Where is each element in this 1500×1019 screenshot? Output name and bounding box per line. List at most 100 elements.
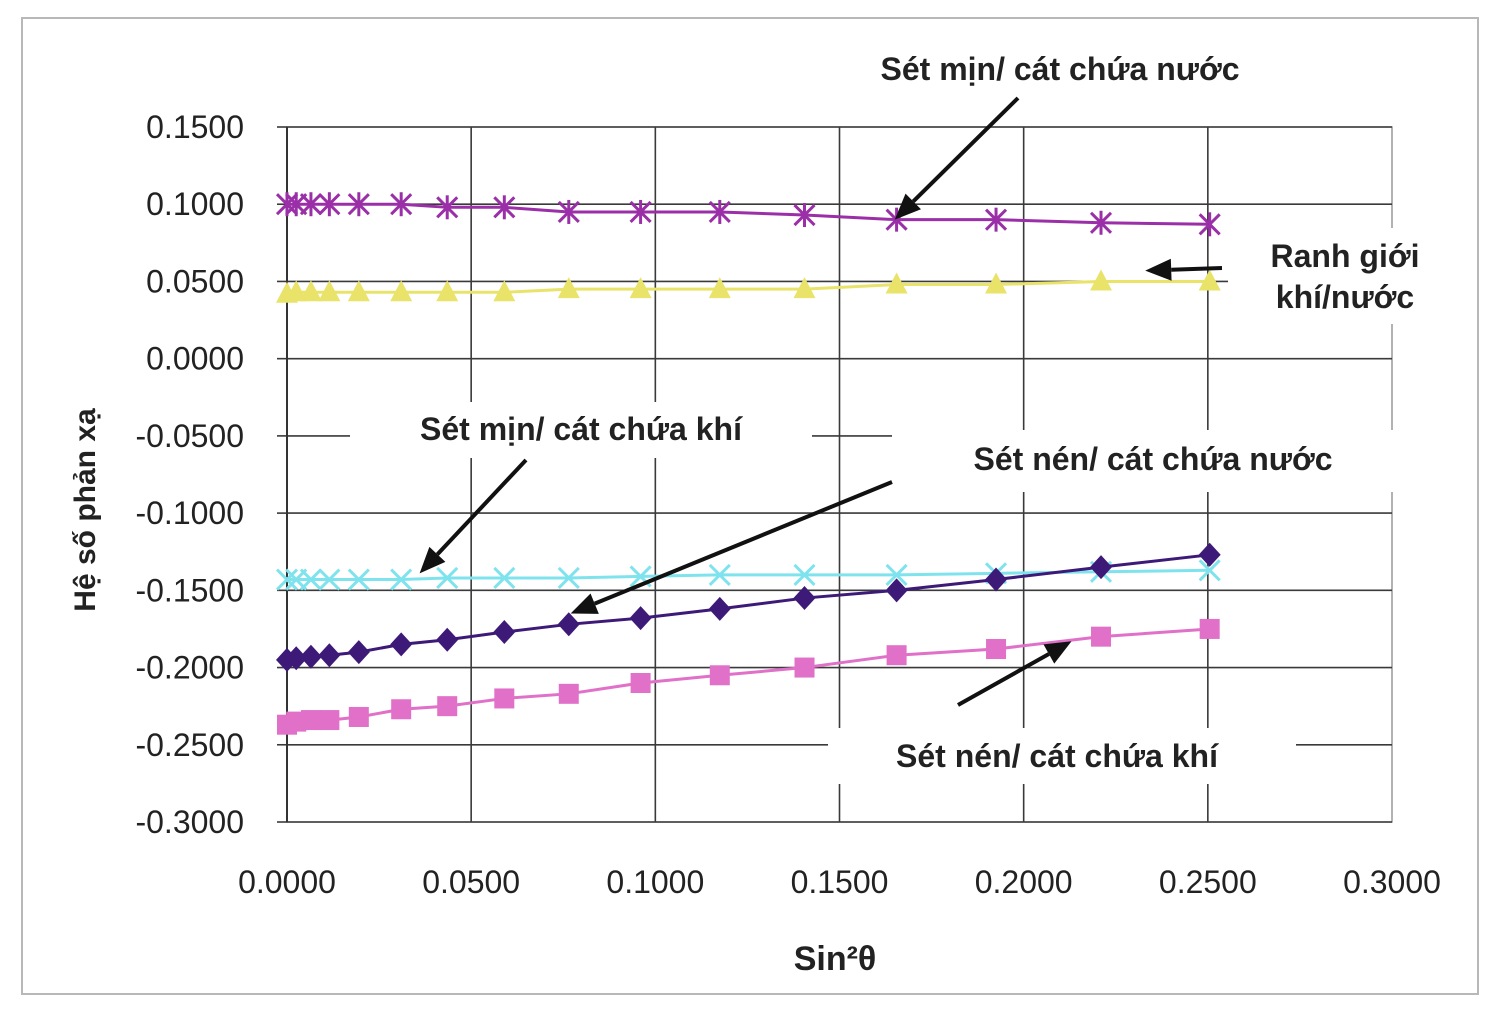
annotation-bg xyxy=(892,430,1412,492)
data-point xyxy=(494,688,515,709)
annotation-arrow xyxy=(957,652,1050,707)
series-set-nen-cat-khi xyxy=(277,618,1220,735)
data-point xyxy=(300,710,321,731)
data-point xyxy=(629,277,652,299)
data-point xyxy=(436,627,459,652)
data-point xyxy=(1091,626,1112,647)
data-point xyxy=(885,272,908,294)
y-tick-label: -0.3000 xyxy=(135,804,244,840)
annotation-ann-3: Sét mịn/ cát chứa khí xyxy=(350,402,812,574)
data-point xyxy=(347,640,370,665)
series-ranh-gioi xyxy=(276,269,1221,303)
data-point xyxy=(436,566,459,590)
y-tick-label: -0.0500 xyxy=(135,418,244,454)
x-tick-label: 0.2500 xyxy=(1159,864,1257,900)
data-point xyxy=(493,280,516,302)
annotation-text: Sét nén/ cát chứa nước xyxy=(974,441,1333,477)
data-point xyxy=(285,280,308,302)
data-point xyxy=(390,280,413,302)
series-set-nen-cat-nuoc xyxy=(276,542,1221,672)
data-point xyxy=(557,199,580,224)
x-tick-label: 0.1500 xyxy=(791,864,889,900)
annotation-ann-5: Sét nén/ cát chứa khí xyxy=(828,641,1296,784)
data-point xyxy=(558,683,579,704)
x-axis-label: Sin²θ xyxy=(794,940,877,978)
y-tick-label: 0.0500 xyxy=(146,263,244,299)
data-point xyxy=(299,568,323,591)
annotation-text: Sét mịn/ cát chứa nước xyxy=(881,51,1240,87)
annotation-arrowhead xyxy=(1043,641,1072,664)
annotation-ann-1: Sét mịn/ cát chứa nước xyxy=(820,40,1300,220)
annotation-arrowhead xyxy=(894,193,921,220)
x-tick-label: 0.0000 xyxy=(238,864,336,900)
y-tick-label: -0.2000 xyxy=(135,650,244,686)
data-point xyxy=(436,195,459,220)
series-set-min-cat-nuoc xyxy=(275,192,1221,237)
data-point xyxy=(493,620,516,645)
data-point xyxy=(986,639,1007,660)
data-point xyxy=(390,192,413,217)
data-point xyxy=(391,699,412,720)
annotation-text: Sét mịn/ cát chứa khí xyxy=(420,411,743,447)
data-point xyxy=(493,566,516,590)
data-point xyxy=(319,710,340,731)
data-point xyxy=(557,277,580,299)
data-point xyxy=(1198,212,1221,237)
y-tick-label: -0.1000 xyxy=(135,495,244,531)
annotations: Sét mịn/ cát chứa nước Ranh giới khí/nước S… xyxy=(350,40,1460,784)
data-point xyxy=(629,199,652,224)
tick-labels: 0.0000 0.0500 0.1000 0.1500 0.2000 0.2500 0.30… xyxy=(135,109,1440,900)
y-tick-label: 0.1500 xyxy=(146,109,244,145)
data-point xyxy=(557,612,580,637)
x-tick-label: 0.2000 xyxy=(975,864,1073,900)
data-point xyxy=(1198,269,1221,291)
y-tick-label: -0.2500 xyxy=(135,727,244,763)
data-point xyxy=(1198,559,1221,582)
data-point xyxy=(1198,542,1221,567)
data-point xyxy=(1199,618,1220,639)
data-point xyxy=(299,644,322,669)
data-point xyxy=(318,643,341,668)
data-point xyxy=(318,568,341,591)
data-point xyxy=(347,280,370,302)
annotation-bg xyxy=(1228,228,1460,324)
annotation-ann-2: Ranh giới khí/nước xyxy=(1145,228,1460,324)
annotation-text: khí/nước xyxy=(1276,279,1414,315)
data-point xyxy=(299,192,323,217)
y-axis-label: Hệ số phản xạ xyxy=(69,408,102,612)
annotation-text: Ranh giới xyxy=(1271,238,1420,274)
data-point xyxy=(1090,555,1113,580)
data-point xyxy=(390,568,413,591)
annotation-arrowhead xyxy=(1145,258,1172,281)
data-point xyxy=(299,280,322,302)
data-point xyxy=(347,568,370,591)
data-point xyxy=(1089,210,1113,235)
data-point xyxy=(630,673,651,693)
data-point xyxy=(347,192,370,217)
data-point xyxy=(793,563,816,586)
annotation-text: Sét nén/ cát chứa khí xyxy=(896,738,1219,774)
data-point xyxy=(885,578,908,603)
annotation-arrowhead xyxy=(419,546,446,574)
annotation-arrowhead xyxy=(570,593,599,614)
y-tick-label: 0.1000 xyxy=(146,186,244,222)
annotation-bg xyxy=(350,402,812,458)
annotation-bg xyxy=(828,728,1296,784)
x-tick-label: 0.3000 xyxy=(1343,864,1441,900)
series-line xyxy=(287,202,1210,226)
data-point xyxy=(318,192,341,217)
data-point xyxy=(275,568,299,591)
y-tick-label: -0.1500 xyxy=(135,572,244,608)
y-tick-label: 0.0000 xyxy=(146,341,244,377)
data-point xyxy=(885,563,908,586)
x-tick-label: 0.0500 xyxy=(422,864,520,900)
data-point xyxy=(886,645,907,666)
data-point xyxy=(436,280,459,302)
data-point xyxy=(708,277,731,299)
annotation-arrow xyxy=(911,96,1020,203)
data-point xyxy=(708,199,731,224)
annotation-arrow xyxy=(593,480,893,606)
data-point xyxy=(794,657,815,678)
data-point xyxy=(708,596,731,621)
